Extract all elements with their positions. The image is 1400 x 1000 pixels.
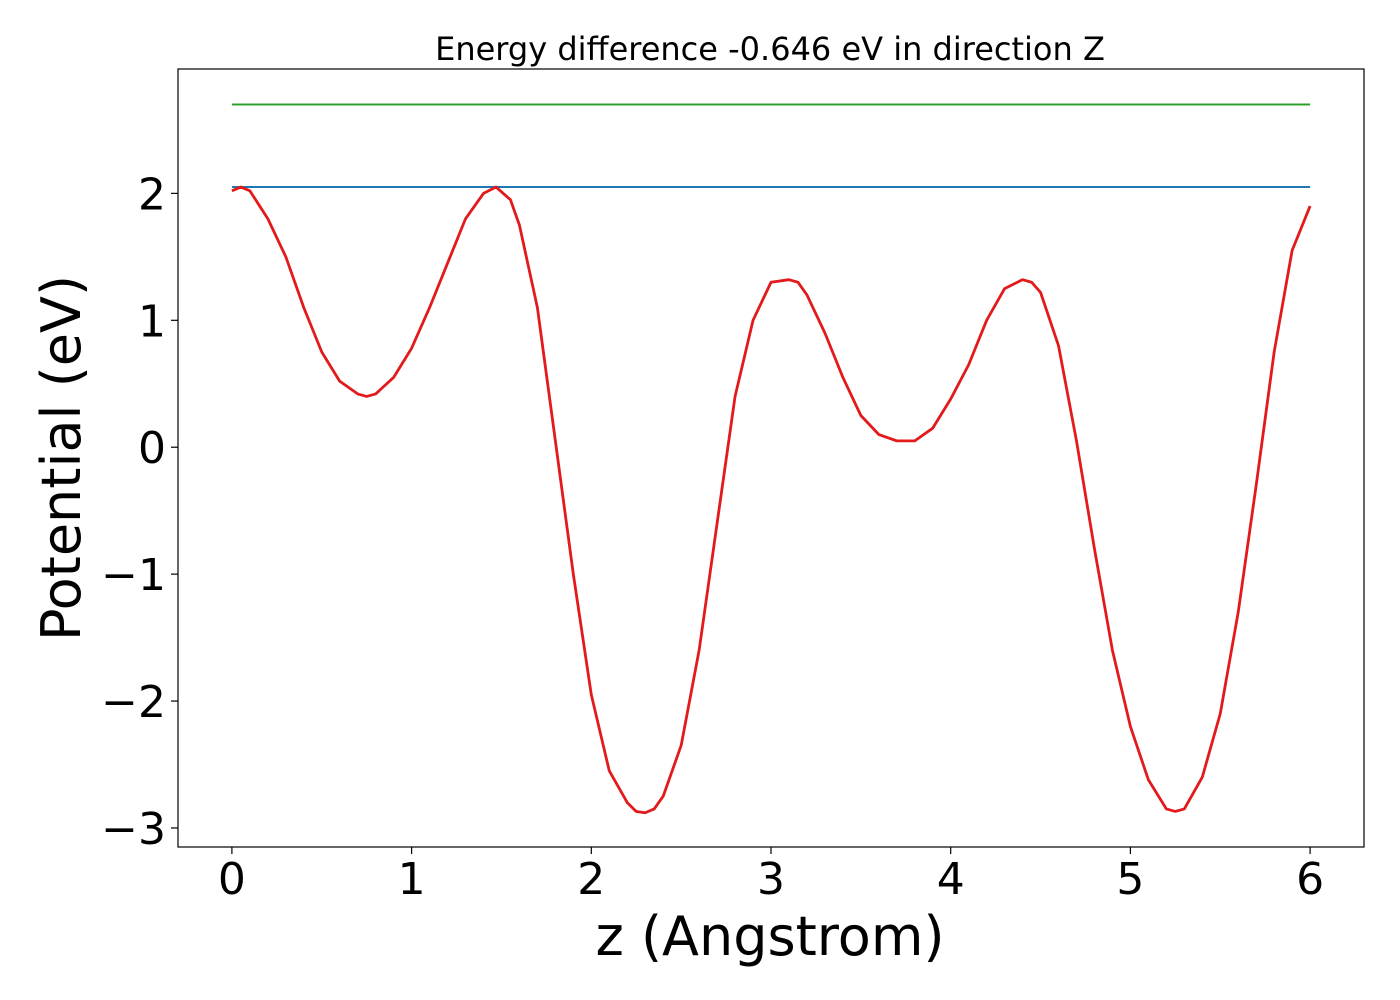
series-layer	[231, 103, 1312, 815]
x-tick-label: 6	[1296, 854, 1324, 905]
series-line-3	[231, 185, 1312, 815]
x-axis-label: z (Angstrom)	[595, 905, 944, 968]
x-tick-label: 2	[577, 854, 605, 905]
y-tick-label: −3	[101, 804, 166, 855]
y-tick-label: 2	[138, 169, 166, 220]
chart-title: Energy difference -0.646 eV in direction…	[435, 30, 1105, 68]
x-tick-label: 3	[757, 854, 785, 905]
y-axis-label: Potential (eV)	[30, 275, 93, 641]
y-axis-ticks: −3 −2 −1 0 1 2	[101, 169, 178, 855]
x-tick-label: 0	[218, 854, 246, 905]
x-tick-label: 4	[937, 854, 965, 905]
y-tick-label: 0	[138, 423, 166, 474]
x-axis-ticks: 0 1 2 3 4 5 6	[218, 847, 1324, 905]
x-tick-label: 1	[398, 854, 426, 905]
y-tick-label: −2	[101, 677, 166, 728]
x-tick-label: 5	[1116, 854, 1144, 905]
y-tick-label: −1	[101, 550, 166, 601]
plot-area-frame	[177, 68, 1365, 848]
y-tick-label: 1	[138, 296, 166, 347]
